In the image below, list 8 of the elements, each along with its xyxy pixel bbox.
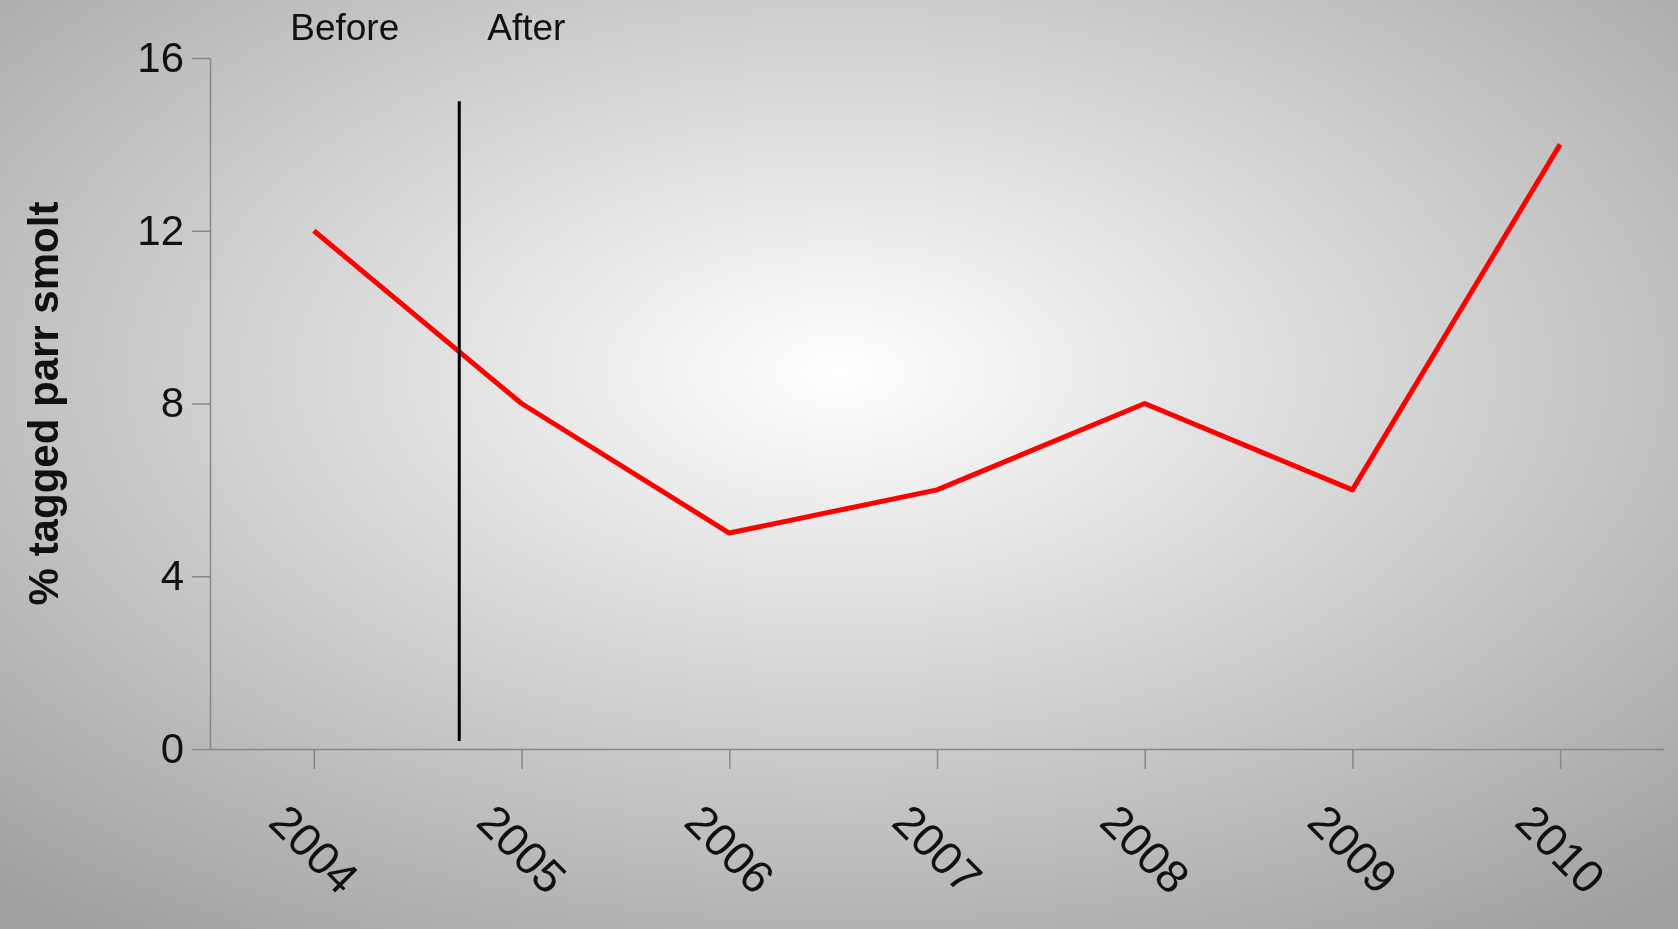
- y-tick-label: 8: [160, 379, 184, 427]
- y-tick-label: 4: [160, 552, 184, 600]
- y-tick-label: 12: [137, 206, 184, 254]
- y-tick-label: 0: [160, 724, 184, 772]
- y-tick-label: 16: [137, 33, 184, 81]
- text: After: [487, 7, 566, 48]
- text: Before: [290, 7, 400, 48]
- y-axis-title: % tagged parr smolt: [20, 201, 67, 606]
